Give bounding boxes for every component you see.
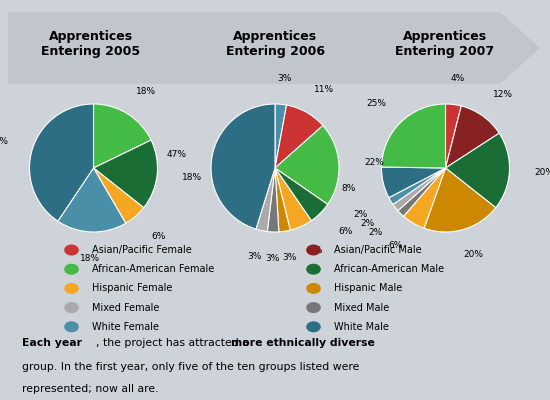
Text: 41%: 41%: [0, 137, 9, 146]
Text: 6%: 6%: [151, 232, 166, 240]
Wedge shape: [275, 168, 290, 232]
Text: 20%: 20%: [463, 250, 483, 259]
Text: African-American Male: African-American Male: [334, 264, 444, 274]
Wedge shape: [275, 105, 323, 168]
Text: 4%: 4%: [450, 74, 465, 83]
Text: Each year: Each year: [22, 338, 82, 348]
Text: 20%: 20%: [535, 168, 550, 177]
Text: 6%: 6%: [388, 241, 403, 250]
Text: Apprentices
Entering 2007: Apprentices Entering 2007: [395, 30, 494, 58]
Text: 6%: 6%: [309, 246, 323, 255]
Text: more ethnically diverse: more ethnically diverse: [231, 338, 375, 348]
Text: 3%: 3%: [247, 252, 261, 261]
Text: Asian/Pacific Female: Asian/Pacific Female: [92, 245, 192, 255]
Wedge shape: [382, 167, 446, 198]
Text: group. In the first year, only five of the ten groups listed were: group. In the first year, only five of t…: [22, 362, 359, 372]
Wedge shape: [211, 104, 275, 229]
Wedge shape: [404, 168, 446, 228]
Wedge shape: [30, 104, 94, 221]
Wedge shape: [424, 168, 496, 232]
Polygon shape: [8, 12, 540, 84]
Wedge shape: [446, 104, 461, 168]
Text: 18%: 18%: [80, 254, 101, 262]
Wedge shape: [94, 168, 144, 223]
Text: 2%: 2%: [354, 210, 368, 219]
Text: Asian/Pacific Male: Asian/Pacific Male: [334, 245, 422, 255]
Wedge shape: [267, 168, 279, 232]
Text: Mixed Female: Mixed Female: [92, 302, 160, 313]
Text: , the project has attracted a: , the project has attracted a: [96, 338, 252, 348]
Text: 3%: 3%: [283, 252, 297, 262]
Wedge shape: [256, 168, 275, 232]
Text: 2%: 2%: [361, 219, 375, 228]
Text: represented; now all are.: represented; now all are.: [22, 384, 158, 394]
Wedge shape: [382, 104, 446, 168]
Text: White Male: White Male: [334, 322, 389, 332]
Text: 12%: 12%: [493, 90, 513, 99]
Wedge shape: [389, 168, 446, 204]
Wedge shape: [446, 133, 509, 208]
Wedge shape: [446, 106, 499, 168]
Text: 11%: 11%: [314, 85, 334, 94]
Wedge shape: [393, 168, 446, 211]
Text: 18%: 18%: [136, 87, 156, 96]
Text: 2%: 2%: [369, 228, 383, 237]
Wedge shape: [94, 140, 157, 208]
Wedge shape: [58, 168, 126, 232]
Wedge shape: [275, 168, 328, 221]
Text: Mixed Male: Mixed Male: [334, 302, 389, 313]
Text: African-American Female: African-American Female: [92, 264, 214, 274]
Text: 22%: 22%: [364, 158, 384, 167]
Text: 3%: 3%: [277, 74, 291, 83]
Text: White Female: White Female: [92, 322, 160, 332]
Text: Apprentices
Entering 2005: Apprentices Entering 2005: [41, 30, 141, 58]
Text: 18%: 18%: [182, 173, 202, 182]
Text: Hispanic Female: Hispanic Female: [92, 283, 173, 294]
Wedge shape: [94, 104, 151, 168]
Wedge shape: [275, 168, 311, 230]
Text: Apprentices
Entering 2006: Apprentices Entering 2006: [226, 30, 324, 58]
Text: 8%: 8%: [342, 184, 356, 193]
Text: 47%: 47%: [167, 150, 187, 159]
Wedge shape: [398, 168, 446, 216]
Wedge shape: [275, 104, 287, 168]
Text: 6%: 6%: [338, 227, 353, 236]
Text: 3%: 3%: [265, 254, 279, 262]
Wedge shape: [275, 126, 339, 204]
Text: Hispanic Male: Hispanic Male: [334, 283, 403, 294]
Text: 25%: 25%: [366, 99, 386, 108]
